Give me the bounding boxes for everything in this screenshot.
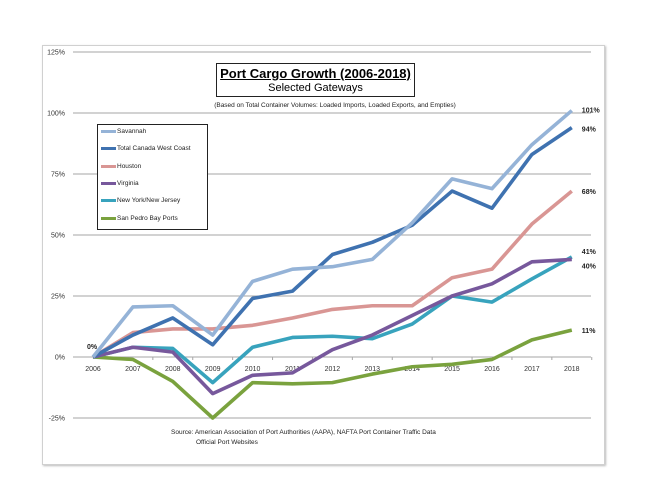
- y-tick-label: 0%: [55, 355, 65, 362]
- legend-label: Total Canada West Coast: [117, 145, 191, 153]
- legend-item: San Pedro Bay Ports: [101, 215, 178, 222]
- title-box: Port Cargo Growth (2006-2018) Selected G…: [216, 63, 415, 97]
- end-data-label: 68%: [582, 189, 597, 196]
- x-tick-label: 2007: [125, 366, 141, 373]
- y-tick-label: 125%: [47, 50, 65, 57]
- legend-swatch: [101, 164, 116, 168]
- end-data-label: 40%: [582, 263, 597, 270]
- x-tick-label: 2016: [484, 366, 500, 373]
- legend-swatch: [101, 216, 116, 220]
- legend-label: San Pedro Bay Ports: [117, 214, 178, 222]
- series-line-new-york-new-jersey: [92, 255, 573, 385]
- chart-title: Port Cargo Growth (2006-2018): [220, 66, 411, 81]
- x-tick-label: 2012: [325, 366, 341, 373]
- x-tick-label: 2008: [165, 366, 181, 373]
- legend-item: New York/New Jersey: [101, 197, 180, 204]
- y-tick-label: 25%: [51, 294, 65, 301]
- series-line-savannah: [91, 109, 573, 359]
- legend: Savannah Total Canada West Coast Houston Vi…: [97, 124, 208, 230]
- legend-item: Savannah: [101, 128, 146, 135]
- legend-swatch: [101, 181, 116, 185]
- x-tick-label: 2018: [564, 366, 580, 373]
- series-line-virginia: [92, 257, 572, 396]
- y-tick-label: 100%: [47, 111, 65, 118]
- x-tick-label: 2010: [245, 366, 261, 373]
- y-tick-label: 50%: [51, 233, 65, 240]
- legend-item: Houston: [101, 163, 141, 170]
- end-data-label: 101%: [582, 108, 601, 115]
- x-tick-label: 2009: [205, 366, 221, 373]
- legend-swatch: [101, 130, 116, 133]
- x-tick-label: 2014: [404, 366, 420, 373]
- legend-item: Virginia: [101, 180, 139, 187]
- end-data-label: 94%: [582, 127, 597, 134]
- x-tick-label: 2015: [444, 366, 460, 373]
- legend-label: New York/New Jersey: [117, 197, 181, 205]
- x-tick-label: 2017: [524, 366, 540, 373]
- chart-note: (Based on Total Container Volumes: Loade…: [214, 102, 456, 109]
- legend-label: Virginia: [117, 179, 139, 187]
- start-data-label: 0%: [87, 344, 98, 351]
- x-tick-label: 2013: [365, 366, 381, 373]
- end-data-label: 11%: [582, 328, 596, 335]
- series-line-total-canada-west-coast: [92, 126, 573, 359]
- chart-frame: [42, 45, 605, 465]
- legend-label: Savannah: [117, 128, 147, 135]
- source-line-2: Official Port Websites: [196, 439, 258, 446]
- chart-subtitle: Selected Gateways: [268, 82, 363, 94]
- y-tick-label: 75%: [51, 172, 65, 179]
- legend-swatch: [101, 199, 116, 203]
- legend-label: Houston: [117, 162, 142, 170]
- x-tick-label: 2006: [85, 366, 101, 373]
- y-tick-label: -25%: [49, 416, 65, 423]
- series-line-houston: [92, 189, 573, 359]
- series-line-san-pedro-bay-ports: [92, 328, 573, 420]
- source-line-1: Source: American Association of Port Aut…: [171, 429, 436, 436]
- source-note: Source: American Association of Port Aut…: [171, 428, 436, 448]
- end-data-label: 41%: [582, 249, 597, 256]
- legend-swatch: [101, 147, 116, 151]
- legend-item: Total Canada West Coast: [101, 145, 191, 152]
- x-tick-label: 2011: [285, 366, 300, 373]
